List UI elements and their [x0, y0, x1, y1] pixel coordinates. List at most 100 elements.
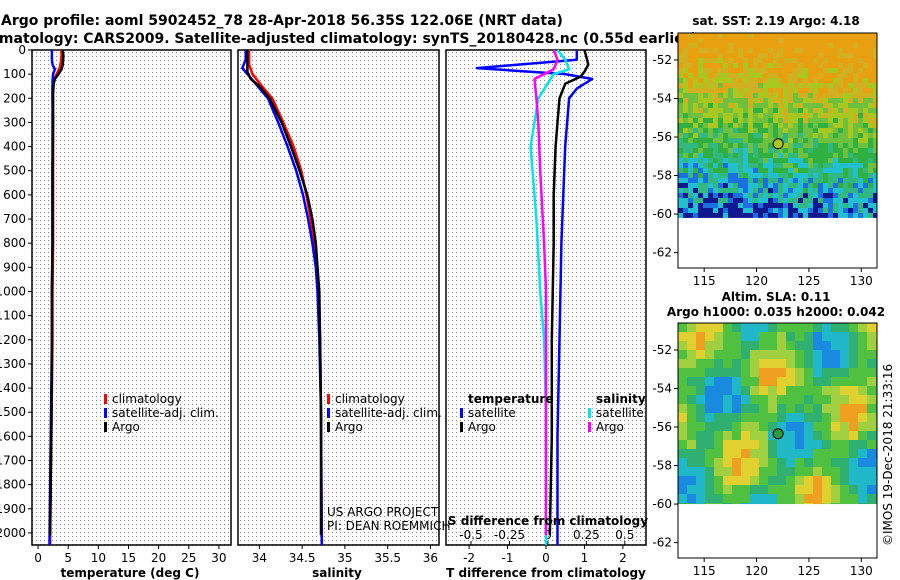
x-tick-label: 0 [34, 551, 42, 565]
depth-tick-label: 600 [3, 188, 26, 202]
map-x-tick-label: 115 [693, 274, 716, 288]
depth-tick-label: 300 [3, 115, 26, 129]
series-line-salinity-argo [533, 49, 559, 536]
salinity-x-ticks: 34 34.5 35 35.5 36 [252, 545, 438, 565]
depth-tick-label: 1600 [0, 429, 26, 443]
x-tick-label: 30 [211, 551, 226, 565]
legend-title-temperature: temperature [468, 392, 553, 406]
map-x-tick-label: 120 [745, 274, 768, 288]
t-difference-xlabel: T difference from climatology [446, 566, 646, 580]
x-tick-label: 10 [91, 551, 106, 565]
map-y-tick-label: -62 [652, 536, 672, 550]
series-line-satellite-adj-clim- [241, 50, 324, 546]
argo-float-marker [772, 428, 784, 440]
x-tick-label: 35 [337, 551, 352, 565]
title-line-1: Argo profile: aoml 5902452_78 28-Apr-201… [1, 13, 563, 29]
x-tick-label: 0 [542, 551, 550, 565]
map-y-tick-label: -54 [652, 381, 672, 395]
argo-float-marker [772, 138, 784, 150]
salinity-lines [241, 50, 324, 546]
sst-map-image [678, 33, 877, 218]
x-tick-label: -2 [463, 551, 475, 565]
sla-map-image [678, 323, 877, 505]
depth-tick-label: 1800 [0, 478, 26, 492]
legend-swatch-s-satellite [588, 408, 591, 418]
depth-tick-label: 100 [3, 67, 26, 81]
s-diff-tick-label: -0.5 [459, 528, 482, 542]
salinity-panel: 34 34.5 35 35.5 36 salinity climatology sate… [237, 49, 450, 580]
s-diff-tick-label: 0.5 [615, 528, 634, 542]
legend-swatch-satellite [327, 408, 330, 418]
temperature-legend: climatology satellite-adj. clim. Argo [104, 392, 219, 434]
series-line-temperature-satellite [475, 50, 594, 545]
map-y-tick-label: -52 [652, 53, 672, 67]
title-line-2: Climatology: CARS2009. Satellite-adjuste… [0, 31, 697, 47]
series-line-argo [246, 50, 323, 536]
difference-x-ticks: -2 -1 0 1 2 [463, 545, 627, 565]
depth-tick-label: 500 [3, 164, 26, 178]
depth-axis-ticks: 0 100 200 300 400 500 600 700 800 900 1000 1100 1200… [0, 43, 32, 540]
salinity-xlabel: salinity [312, 566, 362, 580]
depth-tick-label: 1400 [0, 381, 26, 395]
map-y-tick-label: -58 [652, 169, 672, 183]
depth-tick-label: 1200 [0, 333, 26, 347]
legend-label-climatology: climatology [335, 392, 405, 406]
x-tick-label: 34.5 [289, 551, 316, 565]
x-tick-label: 1 [581, 551, 589, 565]
legend-swatch-s-argo [588, 422, 591, 432]
s-difference-xlabel: S difference from climatology [448, 514, 648, 528]
legend-swatch-climatology [327, 394, 330, 404]
s-diff-tick-label: -0.25 [494, 528, 525, 542]
depth-tick-label: 0 [18, 43, 26, 57]
depth-tick-label: 1700 [0, 453, 26, 467]
salinity-difference-ticks: -0.5 -0.25 0 0.25 0.5 [459, 528, 634, 545]
legend-label-s-satellite: satellite [596, 406, 644, 420]
legend-title-salinity: salinity [596, 392, 646, 406]
legend-swatch-t-satellite [460, 408, 463, 418]
map-y-tick-label: -56 [652, 130, 672, 144]
depth-tick-label: 2000 [0, 526, 26, 540]
temperature-x-ticks: 0 5 10 15 20 25 30 [34, 545, 227, 565]
project-annotation: US ARGO PROJECT [327, 505, 439, 519]
x-tick-label: 15 [121, 551, 136, 565]
difference-lines [475, 49, 594, 545]
legend-swatch-climatology [104, 394, 107, 404]
depth-tick-label: 900 [3, 260, 26, 274]
pi-annotation: PI: DEAN ROEMMICH [327, 519, 450, 533]
sst-map-panel: sat. SST: 2.19 Argo: 4.18 115 120 125 130 -5… [652, 14, 878, 288]
legend-swatch-argo [327, 422, 330, 432]
legend-label-satellite: satellite-adj. clim. [335, 406, 442, 420]
map-x-tick-label: 130 [850, 564, 873, 578]
sla-map-title-1: Altim. SLA: 0.11 [722, 290, 831, 304]
legend-label-argo: Argo [112, 420, 140, 434]
legend-label-argo: Argo [335, 420, 363, 434]
map-y-tick-label: -60 [652, 497, 672, 511]
depth-tick-label: 400 [3, 140, 26, 154]
sla-map-panel: Altim. SLA: 0.11 Argo h1000: 0.035 h2000… [652, 290, 885, 578]
x-tick-label: 20 [151, 551, 166, 565]
imos-timestamp: ©IMOS 19-Dec-2018 21:33:16 [881, 364, 895, 546]
legend-label-satellite: satellite-adj. clim. [112, 406, 219, 420]
sla-map-axis-ticks: 115 120 125 130 -52 -54 -56 -58 -60 -62 [652, 343, 872, 578]
map-y-tick-label: -52 [652, 343, 672, 357]
legend-swatch-satellite [104, 408, 107, 418]
temperature-lines [48, 49, 65, 546]
depth-tick-label: 1500 [0, 405, 26, 419]
depth-tick-label: 1900 [0, 502, 26, 516]
sla-map-title-2: Argo h1000: 0.035 h2000: 0.042 [667, 305, 885, 319]
map-y-tick-label: -62 [652, 246, 672, 260]
difference-legend-temperature: temperature satellite Argo [460, 392, 553, 434]
difference-legend-salinity: salinity satellite Argo [588, 392, 646, 434]
s-diff-tick-label: 0.25 [573, 528, 600, 542]
map-y-tick-label: -60 [652, 207, 672, 221]
depth-tick-label: 1100 [0, 309, 26, 323]
legend-swatch-t-argo [460, 422, 463, 432]
x-tick-label: 35.5 [374, 551, 401, 565]
series-line-temperature-argo [548, 49, 590, 536]
legend-label-s-argo: Argo [596, 420, 624, 434]
sst-map-title: sat. SST: 2.19 Argo: 4.18 [692, 14, 859, 28]
map-x-tick-label: 115 [693, 564, 716, 578]
legend-swatch-argo [104, 422, 107, 432]
temperature-xlabel: temperature (deg C) [61, 566, 200, 580]
